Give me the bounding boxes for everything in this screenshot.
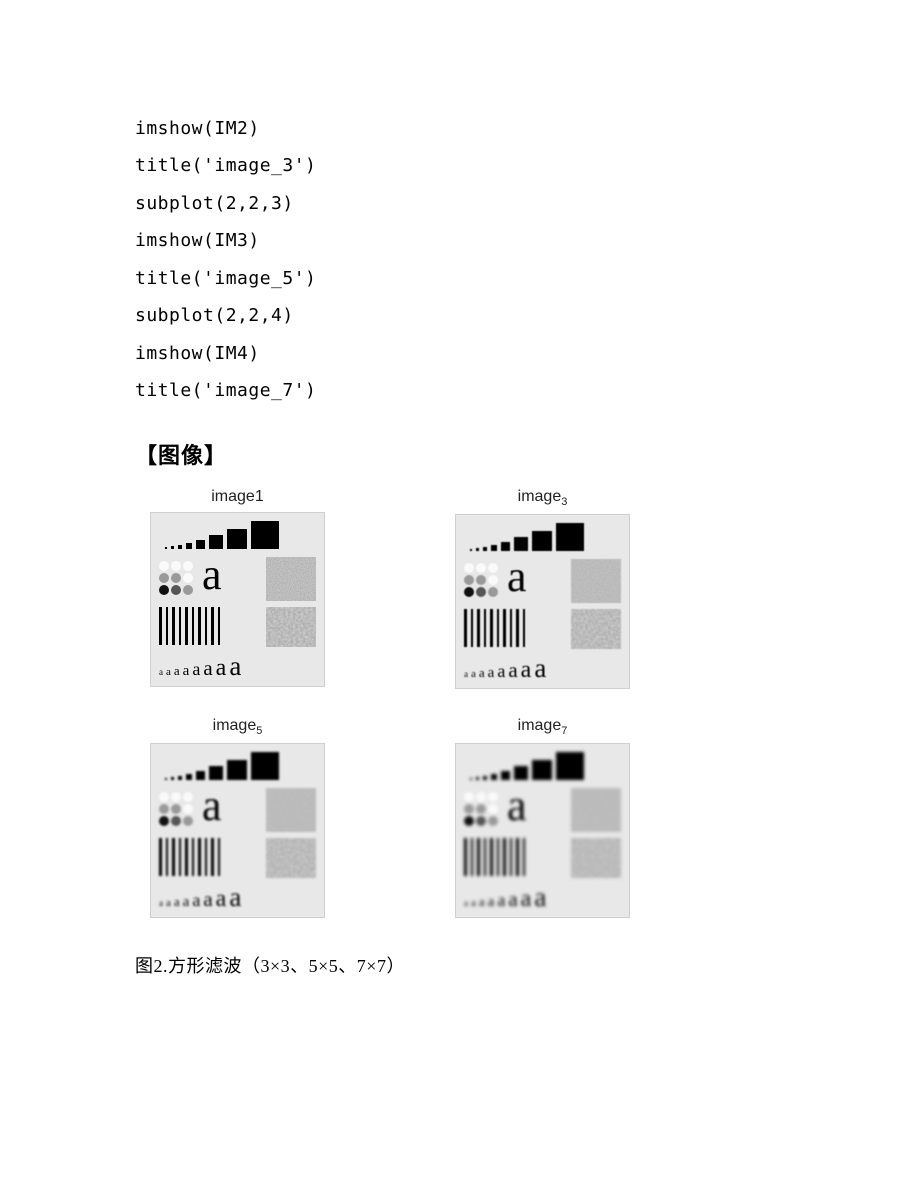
figure-caption: 图2.方形滤波（3×3、5×5、7×7） (135, 952, 785, 978)
test-pattern-image: a aaaaaaaa (455, 514, 630, 689)
figure-panel: image5 a aaaaaaaa (145, 717, 330, 918)
panel-title: image1 (211, 488, 263, 506)
test-pattern-image: a aaaaaaaa (150, 512, 325, 687)
figure-panel: image3 a aaaaaaaa (450, 488, 635, 689)
code-line: imshow(IM4) (135, 335, 785, 372)
test-pattern-image: a aaaaaaaa (455, 743, 630, 918)
code-line: imshow(IM3) (135, 222, 785, 259)
code-line: imshow(IM2) (135, 110, 785, 147)
test-pattern-image: a aaaaaaaa (150, 743, 325, 918)
code-block: imshow(IM2) title('image_3') subplot(2,2… (135, 110, 785, 410)
figure-panel: image7 a aaaaaaaa (450, 717, 635, 918)
figure-panel: image1 a aaaaaaaa (145, 488, 330, 689)
code-line: title('image_3') (135, 147, 785, 184)
section-heading: 【图像】 (135, 438, 785, 470)
code-line: title('image_7') (135, 372, 785, 409)
panel-title: image5 (213, 717, 263, 737)
panel-title: image3 (518, 488, 568, 508)
code-line: subplot(2,2,4) (135, 297, 785, 334)
code-line: title('image_5') (135, 260, 785, 297)
figure-grid: image1 a aaaaaaaa image3 a aaaaaaaa image5 a … (145, 488, 635, 918)
panel-title: image7 (518, 717, 568, 737)
code-line: subplot(2,2,3) (135, 185, 785, 222)
